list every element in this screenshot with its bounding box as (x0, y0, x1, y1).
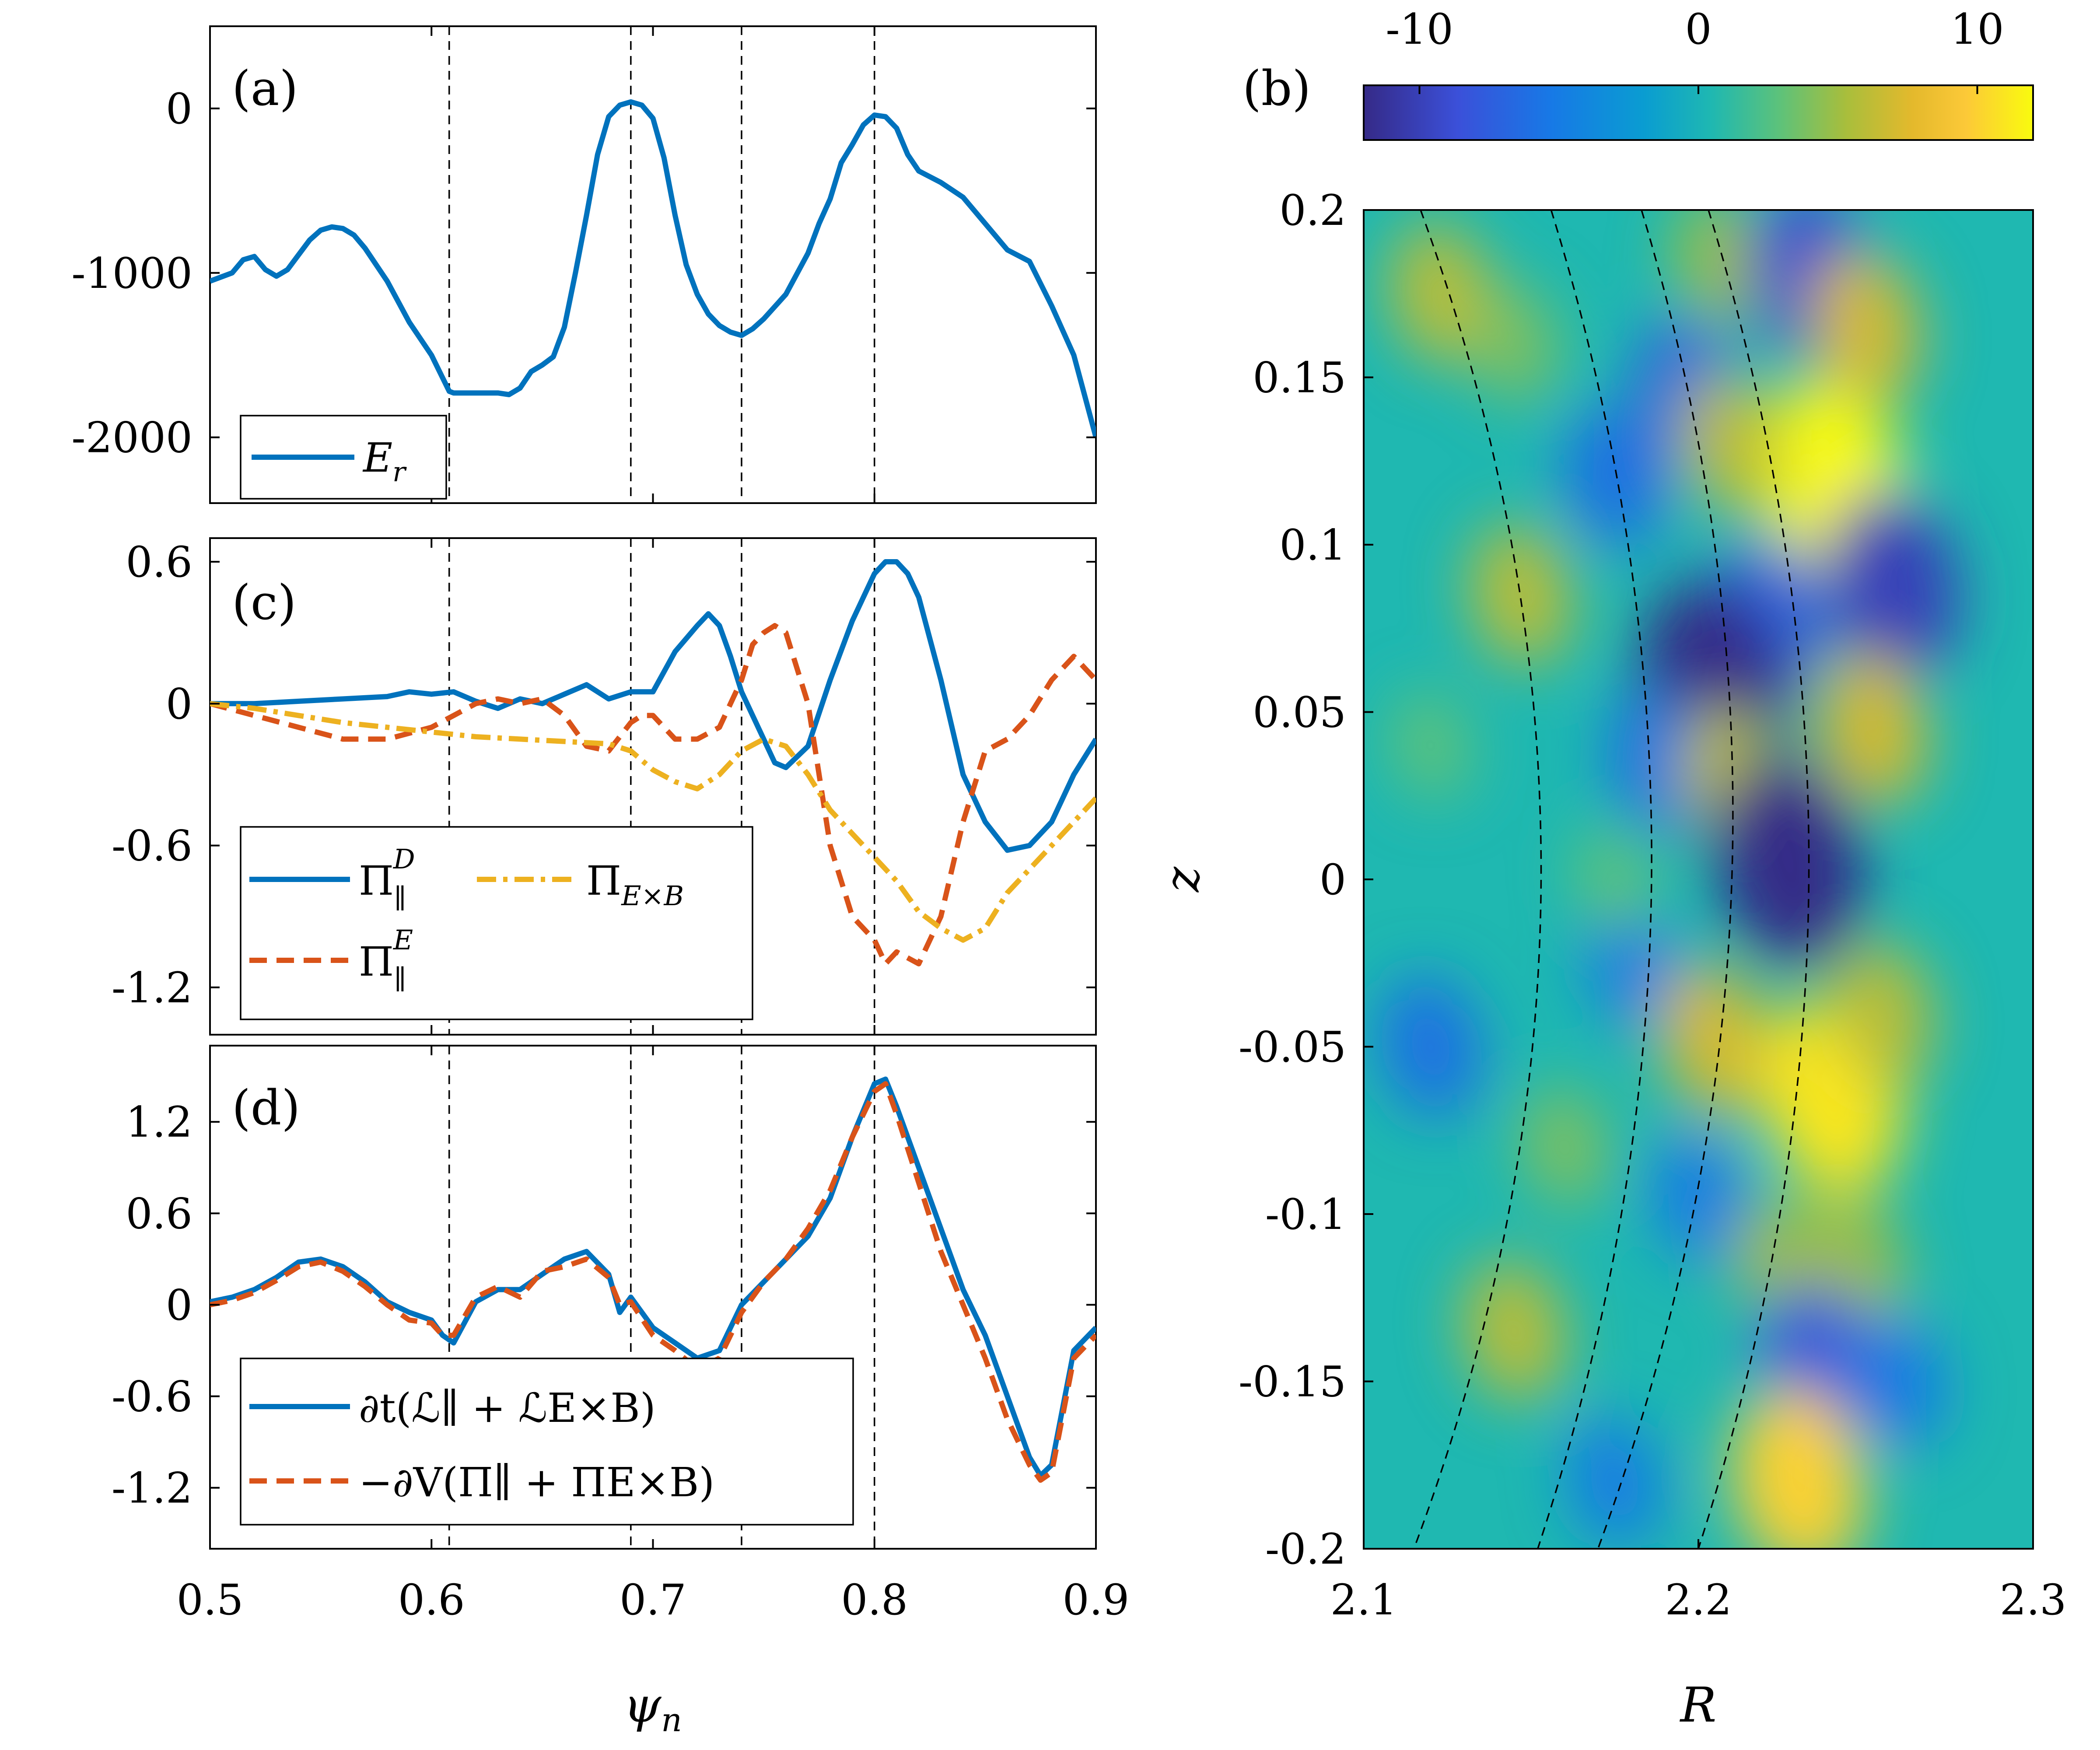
heatmap-blob (1852, 1315, 1946, 1448)
colorbar-tick-label: 0 (1685, 5, 1712, 54)
heatmap-blob (1471, 284, 1558, 404)
flux-surface-curve-3 (1698, 210, 1810, 1549)
heatmap-blob (1651, 1131, 1746, 1264)
heatmap-blob (1675, 210, 1769, 326)
flux-surface-curve-0 (1413, 210, 1542, 1549)
heatmap-blob (1470, 523, 1572, 667)
left-x-axis-label: ψn (623, 1677, 682, 1739)
series-line-c-2 (210, 701, 1096, 943)
xtick-label-left: 0.9 (1063, 1575, 1130, 1624)
panel-b-label: (b) (1242, 60, 1311, 116)
panel-c-label: (c) (232, 574, 296, 630)
heatmap-blob (1379, 975, 1482, 1118)
colorbar (1363, 84, 2034, 141)
ytick-label-b: -0.15 (1239, 1358, 1346, 1407)
ytick-label-b: 0 (1320, 855, 1346, 904)
colorbar-tick-label: 10 (1950, 5, 2004, 54)
heatmap-blob (1831, 942, 1934, 1085)
ytick-label-b: -0.1 (1265, 1190, 1346, 1239)
panel-c-legend: Π∥D ΠE×B Π∥E (240, 826, 753, 1020)
ytick-label-c: -0.6 (112, 822, 192, 871)
panel-d-legend: ∂t(ℒ∥ + ℒE×B) −∂V(Π∥ + ΠE×B) (240, 1358, 854, 1526)
ytick-label-b: 0.15 (1253, 354, 1346, 402)
xtick-label-left: 0.6 (398, 1575, 465, 1624)
heatmap-blob (1660, 962, 1771, 1117)
series-line-d-1 (210, 1081, 1096, 1483)
heatmap-blob (1731, 1387, 1866, 1549)
heatmap-blob (1713, 757, 1864, 968)
panel-b: (b) -10 0 10 0.2 0.15 0.1 0.05 0 -0.05 -0.1 -0.15… (1154, 5, 2066, 1733)
panel-c: 0.6 0 -0.6 -1.2 (c) Π∥D ΠE×B Π∥E (112, 537, 1097, 1036)
right-y-axis-label: z (1154, 866, 1210, 893)
legend-box (240, 826, 753, 1020)
heatmap-blob (1564, 406, 1666, 550)
xtick-label-left: 0.8 (841, 1575, 908, 1624)
heatmap-blob (1825, 490, 1960, 679)
right-x-axis-label: R (1680, 1677, 1717, 1733)
heatmap-blob (1568, 1416, 1662, 1548)
series-line-a-0 (210, 99, 1096, 438)
series-line-c-1 (210, 623, 1096, 966)
ytick-label-a: -2000 (71, 413, 192, 462)
panel-a-legend: Er (240, 415, 447, 500)
series-line-d-0 (210, 1076, 1096, 1478)
xtick-label-left: 0.5 (177, 1575, 244, 1624)
flux-surface-curve-1 (1537, 210, 1652, 1549)
heatmap-blob (1680, 373, 1783, 516)
legend-pie: Π∥E (359, 924, 413, 995)
ytick-label-a: 0 (166, 84, 192, 133)
ytick-label-d: -1.2 (112, 1464, 192, 1513)
heatmap-blob (1521, 1087, 1608, 1208)
heatmap-blob (1390, 222, 1492, 365)
ytick-label-c: 0.6 (126, 538, 192, 587)
heatmap (1364, 210, 2033, 1549)
heatmap-blob (1575, 825, 1654, 934)
legend-er: Er (362, 434, 407, 488)
legend-dt: ∂t(ℒ∥ + ℒE×B) (359, 1385, 656, 1432)
panel-d: 1.2 0.6 0 -0.6 -1.2 (d) ∂t(ℒ∥ + ℒE×B) −∂V(Π∥… (112, 1045, 1130, 1739)
xtick-label-b: 2.1 (1330, 1575, 1397, 1624)
legend-pexb: ΠE×B (586, 858, 684, 912)
ytick-label-b: -0.05 (1239, 1023, 1346, 1072)
xtick-label-b: 2.2 (1665, 1575, 1732, 1624)
heatmap-blob (1810, 250, 1921, 405)
ytick-label-b: -0.2 (1265, 1525, 1346, 1574)
ytick-label-c: -1.2 (112, 963, 192, 1012)
ytick-label-b: 0.2 (1279, 186, 1346, 235)
panel-d-label: (d) (232, 1080, 300, 1136)
xtick-label-left: 0.7 (620, 1575, 686, 1624)
legend-pid: Π∥D (359, 843, 415, 914)
ytick-label-b: 0.1 (1279, 521, 1346, 570)
ytick-label-d: 1.2 (126, 1098, 192, 1147)
ytick-label-d: 0 (166, 1281, 192, 1330)
panel-a-label: (a) (232, 60, 298, 116)
heatmap-blob (1391, 691, 1470, 800)
ytick-label-c: 0 (166, 679, 192, 728)
xtick-label-b: 2.3 (2000, 1575, 2067, 1624)
ytick-label-a: -1000 (71, 249, 192, 298)
heatmap-blob (1817, 651, 1928, 806)
legend-dv: −∂V(Π∥ + ΠE×B) (359, 1459, 714, 1506)
flux-surface-curve-2 (1597, 210, 1734, 1549)
colorbar-tick-label: -10 (1386, 5, 1453, 54)
heatmap-blob (1463, 1260, 1565, 1403)
ytick-label-b: 0.05 (1253, 688, 1346, 737)
panel-a: 0 -1000 -2000 (a) Er (71, 25, 1097, 504)
ytick-label-d: 0.6 (126, 1189, 192, 1238)
ytick-label-d: -0.6 (112, 1372, 192, 1421)
series-line-c-0 (210, 559, 1096, 853)
heatmap-blob (1607, 690, 1709, 834)
legend-box (240, 1358, 854, 1526)
